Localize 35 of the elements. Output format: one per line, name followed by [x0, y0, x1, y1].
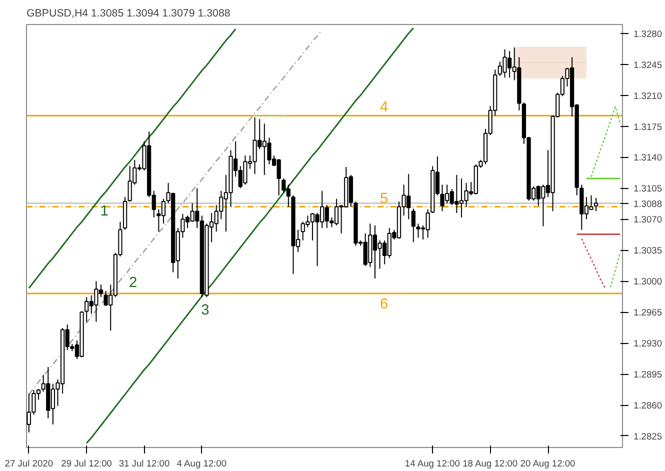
line-series: [581, 238, 606, 290]
y-tick-label: 1.3105: [634, 184, 662, 194]
x-tick-label: 4 Aug 12:00: [176, 458, 227, 468]
ref-line-label: 1.3088: [634, 198, 662, 209]
line-series: [28, 29, 323, 396]
series-label: 1: [100, 203, 108, 220]
annotation: 5: [380, 190, 388, 207]
x-tick-label: 14 Aug 12:00: [404, 458, 460, 468]
x-tick-label: 27 Jul 2020: [4, 458, 54, 468]
y-tick-label: 1.3000: [634, 276, 662, 287]
x-tick-label: 31 Jul 12:00: [118, 458, 170, 468]
y-tick-label: 1.3245: [634, 60, 662, 70]
series-label: 2: [129, 274, 138, 291]
line-series: [590, 106, 621, 178]
y-tick-label: 1.3035: [634, 246, 662, 256]
y-tick-label: 1.2860: [634, 400, 662, 411]
annotation: 6: [380, 296, 388, 313]
x-tick-label: 18 Aug 12:00: [462, 458, 518, 468]
y-tick-label: 1.2965: [634, 308, 662, 318]
x-tick-label: 20 Aug 12:00: [520, 458, 576, 468]
y-tick-label: 1.3070: [634, 214, 662, 225]
y-tick-label: 1.2930: [634, 338, 662, 349]
y-tick-label: 1.3140: [634, 152, 662, 163]
x-tick-label: 29 Jul 12:00: [61, 458, 112, 468]
y-tick-label: 1.3280: [634, 28, 662, 39]
y-tick-label: 1.3175: [634, 122, 662, 132]
line-series: [28, 28, 236, 289]
y-tick-label: 1.3210: [634, 90, 662, 101]
series-label: 3: [201, 302, 210, 318]
annotation: 4: [380, 100, 388, 116]
candlestick: [594, 197, 598, 212]
chart-title: GBPUSD,H4 1.3085 1.3094 1.3079 1.3088: [26, 8, 230, 20]
y-tick-label: 1.2825: [634, 431, 662, 442]
y-tick-label: 1.2895: [634, 370, 662, 380]
line-series: [86, 27, 414, 444]
